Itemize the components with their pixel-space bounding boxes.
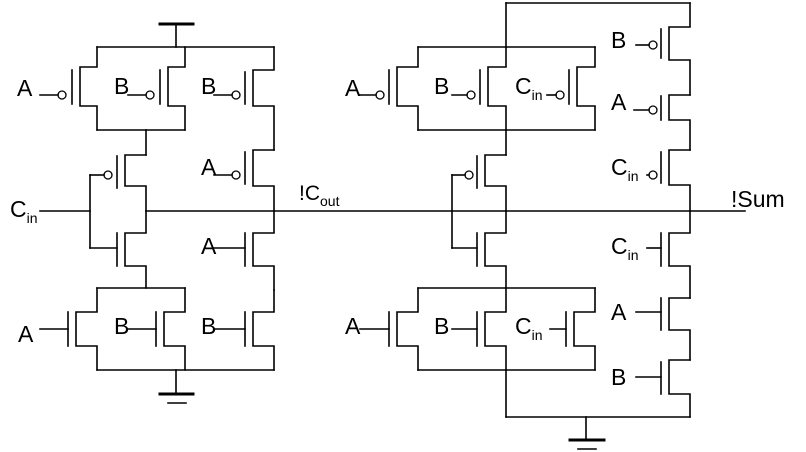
pmos-a-carry-up [39, 46, 98, 131]
label-a: A [345, 75, 361, 101]
ground-icon [568, 416, 606, 450]
label-cin: Cin [611, 154, 639, 184]
pmos-cin-carry [89, 154, 147, 212]
label-a: A [17, 75, 33, 101]
pmos-a-sum-series [633, 94, 691, 151]
pmos-b-sum-series [635, 2, 691, 96]
nmos-a-carry-series [213, 210, 275, 291]
label-cout-main: !C [299, 182, 320, 205]
label-a: A [18, 321, 34, 347]
pmos-b-carry-up [127, 46, 186, 131]
label-b: B [611, 27, 626, 53]
nmos-a-sum-down [359, 287, 419, 371]
label-cin: Cin [515, 313, 543, 343]
label-a: A [201, 233, 217, 259]
carry-stage [39, 22, 507, 404]
pmos-b-carry-series [213, 46, 275, 151]
ground-icon [158, 369, 195, 404]
pmos-a-sum-up [359, 46, 419, 131]
label-b: B [114, 313, 129, 339]
label-b: B [434, 73, 449, 99]
nmos-b-carry-series [213, 289, 275, 371]
nmos-a-sum-series [635, 297, 691, 361]
label-a: A [611, 89, 627, 115]
label-cin-sub: in [628, 247, 639, 263]
label-cin-sub: in [532, 87, 543, 103]
pmos-cin-sum-series [646, 149, 691, 212]
nmos-cout-sum [451, 210, 507, 289]
label-cout: !Cout [299, 182, 340, 209]
signal-labels: A B B A Cin A A B B !Cout A B Cin B A Ci… [10, 27, 785, 390]
label-cin-main: C [10, 196, 27, 222]
nmos-b-carry-down [127, 287, 186, 371]
label-cin-sub: in [27, 210, 38, 226]
label-a: A [201, 154, 217, 180]
label-b: B [201, 313, 216, 339]
sum-stage [359, 2, 746, 450]
label-cin-main: C [611, 154, 628, 180]
label-b: B [611, 364, 626, 390]
nmos-cin-carry [89, 210, 147, 289]
label-a: A [611, 299, 627, 325]
pmos-cin-sum-up [546, 46, 596, 131]
nmos-cin-sum-series [646, 210, 691, 299]
label-cin-sub: in [628, 168, 639, 184]
nmos-b-sum-down [451, 287, 507, 371]
nmos-b-sum-series [635, 359, 691, 418]
label-cin: Cin [611, 233, 639, 263]
label-cout-sub: out [320, 193, 340, 209]
nmos-a-carry-down [39, 287, 98, 371]
label-b: B [114, 73, 129, 99]
pmos-a-carry-series [213, 149, 275, 212]
label-cin-main: C [515, 73, 532, 99]
label-a: A [345, 313, 361, 339]
label-cin: Cin [10, 196, 38, 226]
pmos-cout-sum [451, 154, 507, 212]
label-b: B [201, 73, 216, 99]
label-sum: !Sum [731, 186, 785, 212]
label-cin-main: C [611, 233, 628, 259]
label-cin-sub: in [532, 327, 543, 343]
nmos-cin-sum-down [549, 287, 596, 371]
label-b: B [434, 313, 449, 339]
pmos-b-sum-up [451, 46, 507, 131]
label-cin: Cin [515, 73, 543, 103]
label-cin-main: C [515, 313, 532, 339]
